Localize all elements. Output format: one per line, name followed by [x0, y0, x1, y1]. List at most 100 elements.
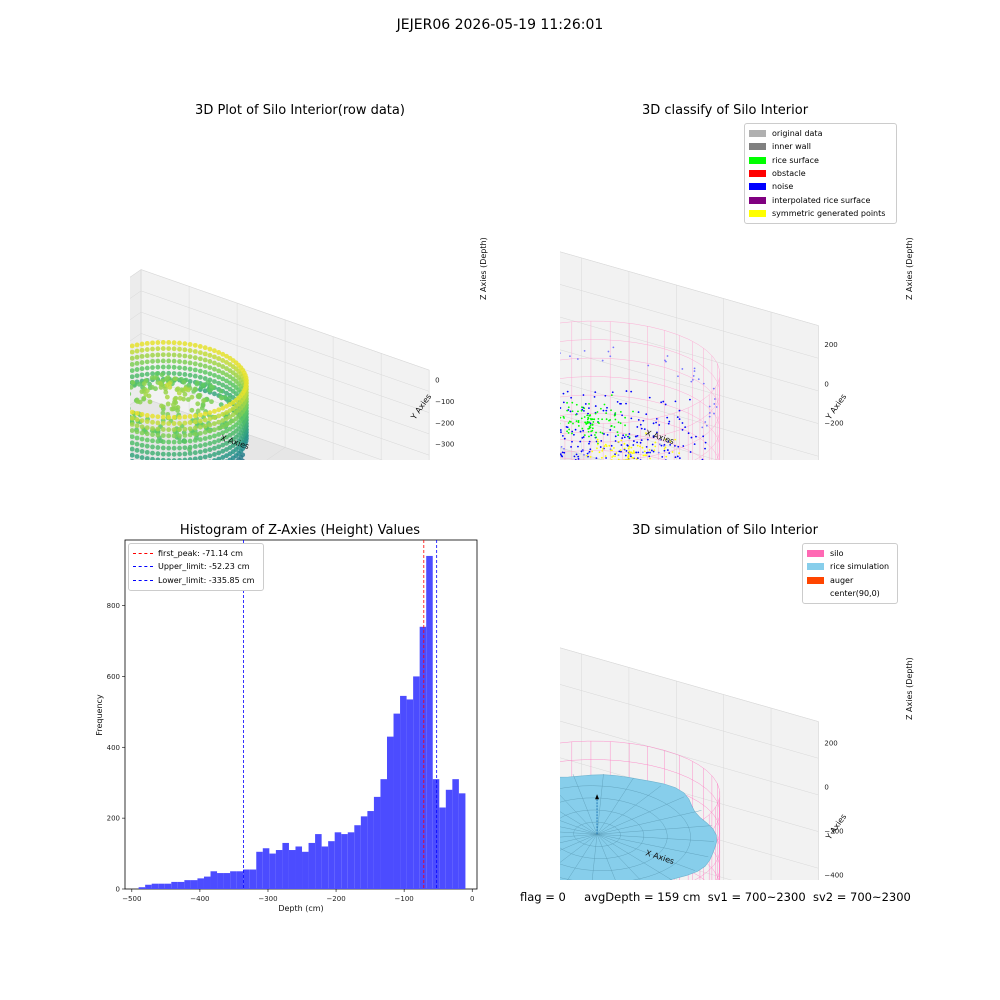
classify-data-point — [609, 448, 612, 451]
raw-data-point — [182, 433, 188, 438]
raw-data-point — [182, 372, 188, 377]
rice-simulation-mesh — [560, 834, 598, 843]
raw-data-point — [219, 395, 224, 401]
raw-data-point — [177, 365, 182, 371]
classify-data-point — [663, 449, 666, 452]
classify-z-axis-label: Z Axies (Depth) — [905, 237, 914, 300]
histogram-bar — [452, 779, 459, 889]
classify-data-point — [597, 440, 599, 443]
raw-data-point — [182, 420, 188, 426]
histogram-y-tick-label: 400 — [107, 744, 120, 752]
raw-data-point — [212, 391, 217, 397]
raw-data-point — [224, 410, 229, 415]
raw-data-point — [200, 401, 206, 407]
raw-data-point — [160, 346, 166, 351]
classify-data-point — [612, 455, 615, 457]
raw-data-point — [134, 348, 140, 354]
classify-data-point — [708, 415, 711, 418]
simulation-legend-label: silo — [830, 549, 844, 559]
raw-data-point — [207, 453, 213, 459]
raw-data-point — [202, 448, 208, 454]
raw-data-point — [139, 389, 145, 395]
classify-data-point — [570, 446, 572, 448]
histogram-bar — [426, 555, 433, 889]
classify-data-point — [579, 440, 582, 443]
rice-simulation-mesh — [596, 834, 616, 880]
raw-data-point — [130, 349, 135, 355]
histogram-x-tick-label: 0 — [470, 895, 474, 903]
raw-data-point — [172, 376, 178, 382]
classify-data-point — [693, 370, 696, 372]
rice-simulation-mesh — [591, 834, 598, 880]
raw-data-point — [202, 436, 208, 441]
rice-simulation-mesh — [560, 820, 598, 835]
raw-data-point — [147, 399, 153, 405]
raw-data-point — [187, 366, 193, 372]
classify-data-point — [669, 440, 672, 443]
classify-data-point — [610, 425, 613, 427]
raw-data-point — [164, 394, 170, 400]
rice-simulation-mesh — [596, 834, 696, 871]
raw-data-point — [183, 386, 189, 392]
raw-data-point — [187, 378, 193, 384]
rice-simulation-mesh — [560, 831, 598, 835]
histogram-bar — [282, 842, 289, 889]
raw-data-point — [155, 358, 161, 364]
raw-data-point — [160, 439, 166, 445]
classify-data-point — [634, 435, 637, 438]
raw-data-point — [139, 418, 145, 424]
raw-data-point — [187, 420, 193, 425]
histogram-bar — [419, 626, 427, 889]
raw-data-point — [130, 458, 135, 460]
classify-3d-plot: −400−2000200400600−400−20002004002000−20… — [560, 237, 914, 460]
raw-data-point — [207, 416, 213, 422]
classify-data-point — [649, 451, 651, 454]
classify-data-point — [570, 396, 573, 399]
raw-data-point — [147, 381, 152, 387]
raw-data-point — [150, 358, 155, 364]
classify-data-point — [639, 459, 642, 460]
sv2-text: sv2 = 700~2300 — [812, 890, 911, 904]
classify-data-point — [590, 430, 592, 433]
classify-data-point — [681, 368, 684, 370]
histogram-bar — [432, 779, 440, 889]
raw-data-point — [130, 368, 135, 373]
raw-data-point — [159, 372, 165, 378]
raw-data-point — [216, 374, 222, 380]
histogram-legend-item: Lower_limit: -335.85 cm — [133, 574, 259, 587]
classify-data-point — [577, 458, 580, 460]
raw-data-point — [192, 367, 198, 373]
classify-data-point — [589, 424, 592, 427]
histogram-bar — [308, 842, 316, 889]
raw-data-point — [220, 436, 226, 442]
classify-data-point — [617, 458, 620, 460]
histogram-legend-label: first_peak: -71.14 cm — [158, 549, 243, 559]
raw-data-point — [202, 351, 208, 357]
raw-data-point — [216, 438, 222, 443]
raw-data-point — [144, 437, 150, 443]
raw-data-point — [216, 380, 222, 386]
raw-data-point — [202, 369, 208, 375]
raw-data-point — [139, 372, 145, 378]
classify-data-point — [625, 458, 628, 460]
classify-data-point — [690, 380, 693, 383]
classify-data-point — [577, 419, 580, 422]
classify-data-point — [633, 451, 635, 454]
histogram-bar — [249, 869, 257, 889]
classify-data-point — [661, 455, 664, 458]
classify-data-point — [601, 418, 604, 421]
histogram-bar — [145, 884, 152, 889]
raw-data-point — [144, 365, 150, 371]
raw-data-point — [227, 445, 233, 450]
raw-data-point — [182, 451, 188, 457]
raw-data-point — [197, 418, 203, 424]
raw-data-point — [139, 366, 145, 372]
avg-depth-text: avgDepth = 159 cm — [584, 890, 701, 904]
classify-data-point — [678, 452, 681, 454]
classify-data-point — [567, 422, 570, 424]
raw-data-point — [134, 441, 140, 447]
classify-data-point — [614, 455, 616, 458]
raw-data-point — [166, 370, 172, 376]
histogram-bar — [288, 850, 296, 889]
raw-data-point — [202, 442, 208, 448]
